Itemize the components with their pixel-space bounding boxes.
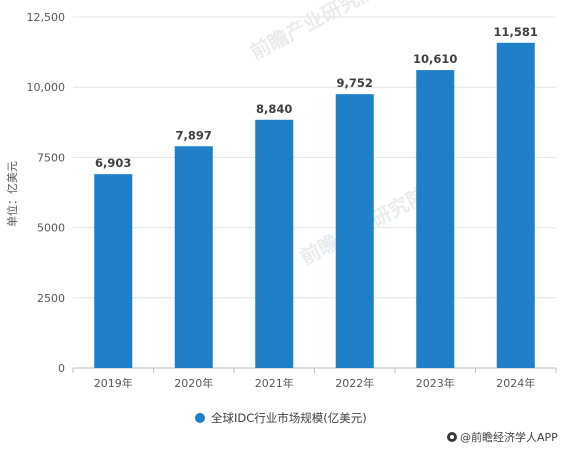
x-tick-label: 2021年 xyxy=(255,376,294,390)
legend-label: 全球IDC行业市场规模(亿美元) xyxy=(211,411,367,425)
data-label: 6,903 xyxy=(95,156,131,170)
x-tick-label: 2023年 xyxy=(416,376,455,390)
y-axis-label: 单位：亿美元 xyxy=(5,161,19,227)
x-tick-label: 2020年 xyxy=(174,376,213,390)
data-label: 7,897 xyxy=(176,128,212,142)
bar xyxy=(94,174,133,368)
y-tick-label: 2500 xyxy=(37,292,65,305)
y-tick-label: 12,500 xyxy=(27,11,66,24)
gridlines xyxy=(73,16,556,369)
x-axis-ticks: 2019年 2020年 2021年 2022年 2023年 2024年 xyxy=(72,368,557,390)
x-tick-label: 2022年 xyxy=(335,376,374,390)
watermark-top: 前瞻产业研究院 xyxy=(246,0,381,64)
x-tick-label: 2024年 xyxy=(496,376,535,390)
bar xyxy=(335,94,374,368)
y-tick-label: 10,000 xyxy=(27,81,66,94)
footer: @前瞻经济学人APP xyxy=(447,430,558,444)
bar xyxy=(174,146,213,368)
data-label: 9,752 xyxy=(337,76,373,90)
footer-source: @前瞻经济学人APP xyxy=(460,430,558,444)
data-label: 11,581 xyxy=(494,25,538,39)
data-label: 10,610 xyxy=(413,52,457,66)
watermark-text: 前瞻产业研究院 xyxy=(246,0,381,64)
legend: 全球IDC行业市场规模(亿美元) xyxy=(195,411,367,425)
data-labels: 6,903 7,897 8,840 9,752 10,610 11,581 xyxy=(95,25,538,170)
y-tick-label: 0 xyxy=(58,362,65,375)
y-axis-ticks: 0 2500 5000 7500 10,000 12,500 xyxy=(27,11,66,375)
bar-series xyxy=(94,42,535,369)
footer-logo-icon-inner xyxy=(450,435,454,439)
y-tick-label: 7500 xyxy=(37,151,65,164)
x-tick-label: 2019年 xyxy=(94,376,133,390)
y-tick-label: 5000 xyxy=(37,222,65,235)
bar xyxy=(255,119,294,368)
data-label: 8,840 xyxy=(256,102,292,116)
bar xyxy=(496,42,535,369)
bar xyxy=(416,70,455,368)
legend-marker xyxy=(195,413,205,423)
